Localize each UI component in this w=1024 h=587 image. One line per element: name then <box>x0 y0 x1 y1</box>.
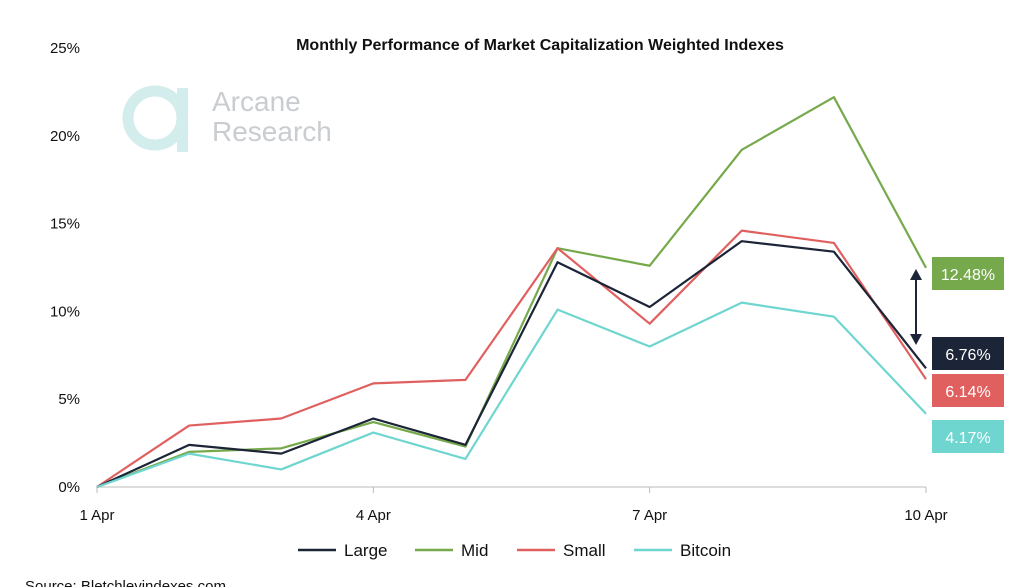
x-tick-label: 7 Apr <box>632 507 667 524</box>
x-tick-label: 1 Apr <box>79 507 114 524</box>
legend-label-bitcoin: Bitcoin <box>680 541 731 560</box>
chart-title: Monthly Performance of Market Capitaliza… <box>296 37 784 54</box>
source-note: Source: Bletchleyindexes.com <box>25 578 226 587</box>
y-tick-label: 5% <box>58 391 80 408</box>
logo-text-1: Arcane <box>212 86 301 117</box>
legend-label-mid: Mid <box>461 541 488 560</box>
legend-label-small: Small <box>563 541 606 560</box>
end-label-large: 6.76% <box>945 347 990 364</box>
end-label-box-mid <box>932 257 1004 290</box>
series-line-bitcoin <box>96 301 927 489</box>
end-label-small: 6.14% <box>945 384 990 401</box>
y-tick-label: 10% <box>50 303 80 320</box>
y-tick-label: 25% <box>50 40 80 57</box>
logo-watermark: Arcane Research <box>122 85 332 152</box>
series-line-mid <box>96 96 927 489</box>
logo-text-2: Research <box>212 116 332 147</box>
end-label-mid: 12.48% <box>941 267 995 284</box>
y-tick-label: 15% <box>50 216 80 233</box>
x-tick-label: 10 Apr <box>904 507 947 524</box>
end-label-box-small <box>932 374 1004 407</box>
y-tick-label: 20% <box>50 128 80 145</box>
end-label-bitcoin: 4.17% <box>945 430 990 447</box>
y-tick-label: 0% <box>58 479 80 496</box>
x-tick-label: 4 Apr <box>356 507 391 524</box>
difference-arrow <box>910 269 922 345</box>
end-label-box-large <box>932 337 1004 370</box>
series-line-large <box>96 240 927 489</box>
legend-label-large: Large <box>344 541 387 560</box>
series-line-small <box>96 229 927 488</box>
end-label-box-bitcoin <box>932 420 1004 453</box>
